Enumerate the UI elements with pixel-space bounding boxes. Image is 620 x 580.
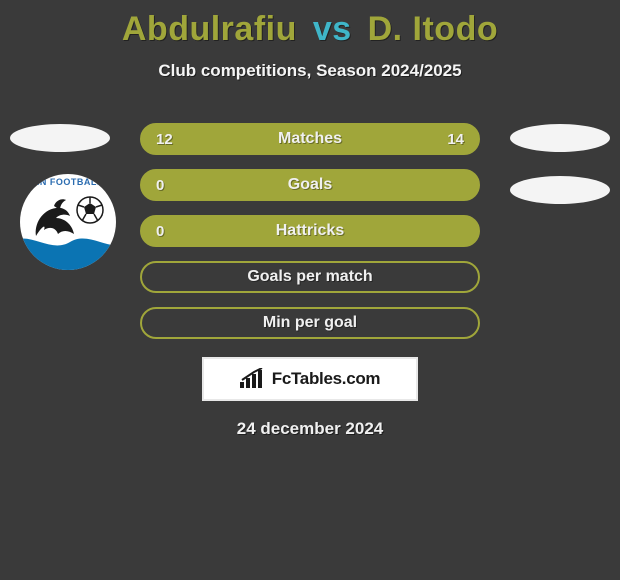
player1-photo-placeholder (10, 124, 110, 152)
stat-label: Hattricks (142, 222, 478, 240)
club-badge-text: PHIN FOOTBALL C (20, 174, 116, 187)
player2-photo-placeholder (510, 124, 610, 152)
player2-club-placeholder (510, 176, 610, 204)
stat-bar: Min per goal (140, 307, 480, 339)
player2-name: D. Itodo (368, 10, 499, 48)
stat-label: Min per goal (142, 314, 478, 332)
player1-club-badge: PHIN FOOTBALL C (20, 174, 116, 270)
comparison-title: Abdulrafiu vs D. Itodo (0, 0, 620, 49)
stat-label: Matches (142, 130, 478, 148)
soccer-ball-icon (76, 196, 104, 224)
stat-label: Goals (142, 176, 478, 194)
vs-label: vs (313, 10, 352, 48)
player1-name: Abdulrafiu (122, 10, 297, 48)
snapshot-date: 24 december 2024 (0, 419, 620, 439)
stat-label: Goals per match (142, 268, 478, 286)
bar-chart-icon (240, 368, 266, 390)
stat-bar: 12Matches14 (140, 123, 480, 155)
subtitle: Club competitions, Season 2024/2025 (0, 61, 620, 81)
stat-bar: Goals per match (140, 261, 480, 293)
stat-bar: 0Goals (140, 169, 480, 201)
stat-bar: 0Hattricks (140, 215, 480, 247)
fctables-branding: FcTables.com (202, 357, 418, 401)
fctables-label: FcTables.com (272, 369, 381, 389)
